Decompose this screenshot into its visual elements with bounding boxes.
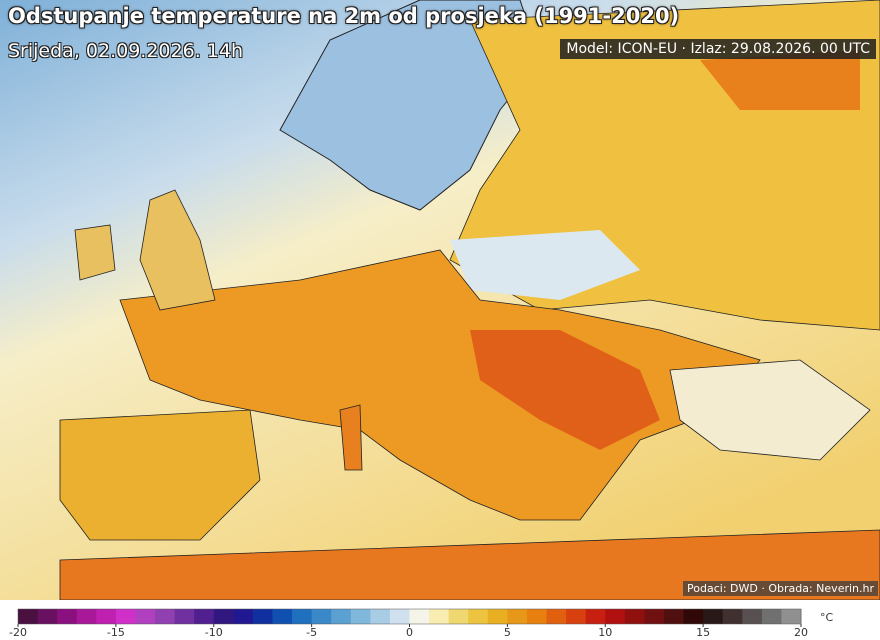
colorbar-segment <box>585 609 606 624</box>
colorbar-segment <box>174 609 195 624</box>
colorbar-segment <box>722 609 743 624</box>
colorbar-segment <box>331 609 352 624</box>
map-title: Odstupanje temperature na 2m od prosjeka… <box>8 4 680 28</box>
colorbar-segment <box>233 609 254 624</box>
colorbar-segment <box>96 609 117 624</box>
colorbar-segment <box>566 609 587 624</box>
colorbar: -20 -15 -10 -5 0 5 10 15 20 °C <box>9 608 834 639</box>
ireland <box>74 224 116 281</box>
colorbar-tick-label: 5 <box>504 626 511 639</box>
colorbar-segment <box>644 609 665 624</box>
colorbar-segment <box>213 609 234 624</box>
colorbar-segment <box>135 609 156 624</box>
sardinia <box>339 404 363 471</box>
colorbar-segment <box>37 609 58 624</box>
colorbar-segment <box>781 609 802 624</box>
colorbar-segment <box>155 609 176 624</box>
colorbar-segment <box>252 609 273 624</box>
colorbar-segment <box>526 609 548 624</box>
colorbar-segment <box>429 609 450 624</box>
colorbar-segment <box>292 609 313 624</box>
colorbar-segment <box>57 609 78 624</box>
colorbar-tick-label: -5 <box>306 626 317 639</box>
colorbar-segment <box>311 609 332 624</box>
black-sea <box>669 359 871 461</box>
colorbar-segment <box>448 609 469 624</box>
warm-northeast <box>700 50 860 110</box>
colorbar-segment <box>761 609 782 624</box>
colorbar-segment <box>487 609 508 624</box>
poland-cool-area <box>450 230 640 300</box>
north-africa <box>59 529 880 600</box>
colorbar-tick-label: -20 <box>9 626 27 639</box>
colorbar-segment <box>663 609 685 624</box>
colorbar-segment <box>546 609 567 624</box>
balkans-hot <box>470 330 660 450</box>
colorbar-segment <box>703 609 724 624</box>
colorbar-segment <box>18 609 39 624</box>
colorbar-tick-label: 0 <box>406 626 413 639</box>
colorbar-tick-label: 15 <box>696 626 710 639</box>
model-info: Model: ICON-EU · Izlaz: 29.08.2026. 00 U… <box>560 39 876 59</box>
colorbar-segment <box>683 609 704 624</box>
colorbar-tick-label: -10 <box>205 626 223 639</box>
great-britain <box>139 189 216 311</box>
iberia <box>59 409 261 541</box>
source-credit: Podaci: DWD · Obrada: Neverin.hr <box>683 581 878 596</box>
map <box>0 0 880 600</box>
colorbar-segment <box>194 609 215 624</box>
colorbar-segment <box>272 609 293 624</box>
colorbar-segment <box>370 609 391 624</box>
colorbar-tick-label: 10 <box>598 626 612 639</box>
colorbar-unit: °C <box>820 611 834 624</box>
colorbar-segment <box>605 609 626 624</box>
colorbar-segment <box>115 609 136 624</box>
map-subtitle: Srijeda, 02.09.2026. 14h <box>8 40 243 62</box>
colorbar-segment <box>468 609 489 624</box>
colorbar-segment <box>742 609 763 624</box>
colorbar-segment <box>409 609 430 624</box>
colorbar-tick-label: -15 <box>107 626 125 639</box>
scandinavia <box>279 0 541 211</box>
colorbar-segment <box>76 609 97 624</box>
colorbar-tick-label: 20 <box>794 626 808 639</box>
colorbar-segment <box>389 609 410 624</box>
colorbar-segment <box>624 609 645 624</box>
colorbar-segment <box>350 609 371 624</box>
colorbar-segment <box>507 609 528 624</box>
